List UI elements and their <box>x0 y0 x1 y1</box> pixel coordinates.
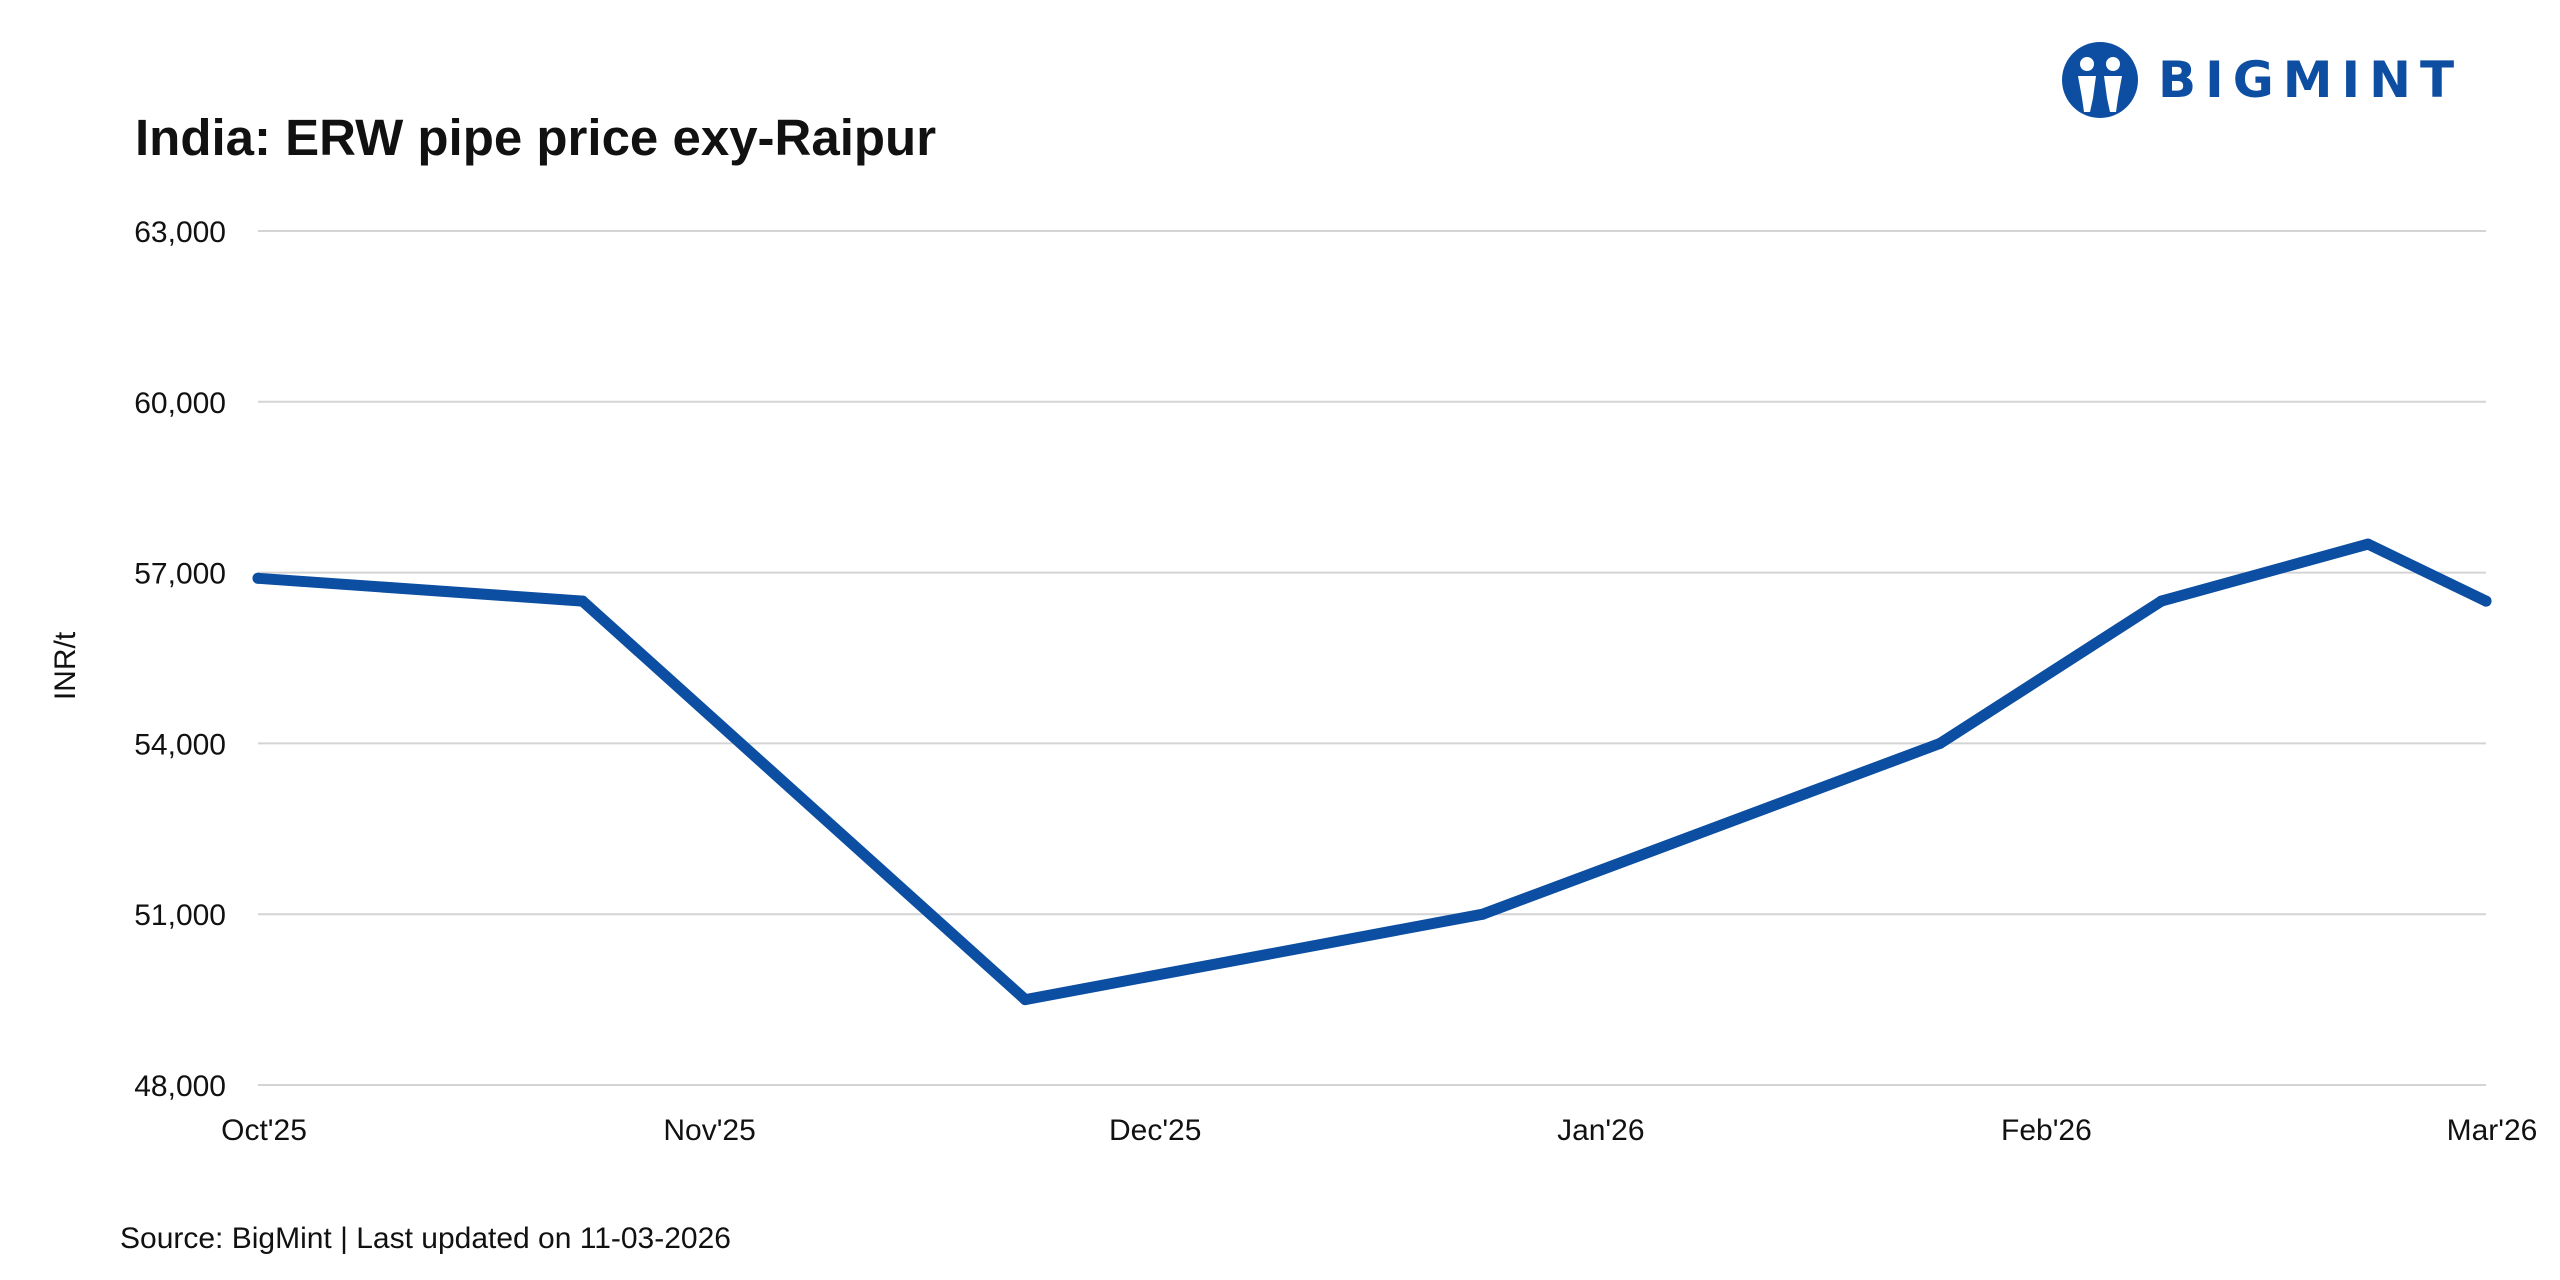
y-tick-label: 54,000 <box>134 728 226 761</box>
data-point <box>1019 994 1031 1006</box>
series-line <box>252 538 2492 1006</box>
y-tick-label: 57,000 <box>134 558 226 591</box>
data-point <box>1934 737 1946 749</box>
x-tick-label: Nov'25 <box>663 1114 755 1147</box>
data-point <box>2155 595 2167 607</box>
data-point <box>2480 595 2492 607</box>
chart-title: India: ERW pipe price exy-Raipur <box>135 109 937 166</box>
source-note: Source: BigMint | Last updated on 11-03-… <box>120 1222 731 1255</box>
data-point <box>252 572 264 584</box>
x-tick-label: Oct'25 <box>221 1114 307 1147</box>
data-point <box>1477 908 1489 920</box>
y-tick-label: 63,000 <box>134 216 226 249</box>
x-tick-label: Dec'25 <box>1109 1114 1201 1147</box>
data-point <box>577 595 589 607</box>
logo-text: BIGMINT <box>2158 51 2464 109</box>
data-point <box>2362 538 2374 550</box>
y-tick-label: 51,000 <box>134 899 226 932</box>
x-tick-label: Feb'26 <box>2001 1114 2092 1147</box>
x-tick-label: Mar'26 <box>2447 1114 2538 1147</box>
bigmint-logo: BIGMINT <box>2060 40 2463 120</box>
x-tick-label: Jan'26 <box>1557 1114 1644 1147</box>
y-tick-label: 48,000 <box>134 1070 226 1103</box>
y-tick-label: 60,000 <box>134 387 226 420</box>
bigmint-people-icon <box>2062 42 2138 118</box>
